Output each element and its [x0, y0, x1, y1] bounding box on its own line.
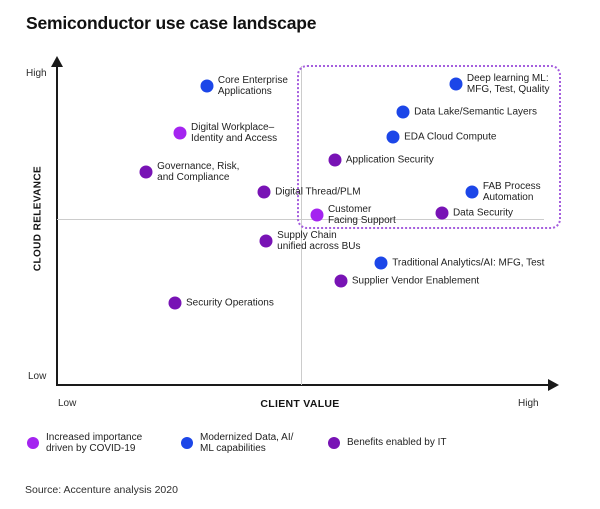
highlight-region-box: [297, 64, 561, 229]
data-point-label: EDA Cloud Compute: [404, 131, 497, 143]
data-point-dot: [435, 206, 449, 220]
x-axis-high-label: High: [518, 398, 539, 409]
legend-dot-icon: [27, 437, 39, 449]
legend-dot-icon: [181, 437, 193, 449]
data-point-dot: [449, 77, 463, 91]
data-point-dot: [374, 256, 388, 270]
data-point-dot: [328, 153, 342, 167]
x-axis-low-label: Low: [58, 398, 77, 409]
data-point-label: Supply Chain unified across BUs: [277, 229, 361, 252]
y-axis-arrow-icon: [51, 56, 63, 67]
data-point-dot: [465, 185, 479, 199]
data-point-label: Governance, Risk, and Compliance: [157, 161, 240, 184]
y-axis-low-label: Low: [28, 371, 47, 382]
y-axis-high-label: High: [26, 68, 47, 79]
legend-label: Increased importance driven by COVID-19: [46, 431, 143, 455]
legend-label: Benefits enabled by IT: [347, 437, 447, 449]
data-point-label: Data Security: [452, 207, 513, 219]
data-point-label: Data Lake/Semantic Layers: [414, 106, 537, 118]
data-point-label: Digital Thread/PLM: [275, 186, 361, 198]
data-point-label: Customer Facing Support: [327, 204, 396, 227]
legend-item-modernized: Modernized Data, AI/ ML capabilities: [181, 431, 293, 455]
legend-label: Modernized Data, AI/ ML capabilities: [200, 431, 294, 455]
data-point-label: Security Operations: [186, 297, 274, 309]
data-point-label: Traditional Analytics/AI: MFG, Test: [392, 257, 545, 269]
legend-item-it: Benefits enabled by IT: [328, 431, 447, 455]
data-point-dot: [396, 105, 410, 119]
data-point-label: FAB Process Automation: [482, 180, 541, 203]
data-point-dot: [200, 79, 214, 93]
data-point-label: Deep learning ML: MFG, Test, Quality: [466, 72, 550, 95]
y-axis-title: CLOUD RELEVANCE: [32, 165, 44, 272]
data-point-dot: [259, 234, 273, 248]
x-axis-line: [56, 384, 550, 386]
data-point-dot: [139, 165, 153, 179]
legend-item-covid: Increased importance driven by COVID-19: [27, 431, 142, 455]
data-point-label: Application Security: [345, 154, 434, 166]
data-point-dot: [386, 130, 400, 144]
data-point-dot: [173, 126, 187, 140]
x-axis-arrow-icon: [548, 379, 559, 391]
data-point-label: Digital Workplace– Identity and Access: [191, 122, 278, 145]
source-note: Source: Accenture analysis 2020: [25, 484, 178, 496]
x-axis-title: CLIENT VALUE: [260, 398, 340, 410]
chart-title: Semiconductor use case landscape: [26, 13, 317, 33]
data-point-label: Core Enterprise Applications: [217, 74, 288, 97]
legend-dot-icon: [328, 437, 340, 449]
data-point-dot: [257, 185, 271, 199]
data-point-label: Supplier Vendor Enablement: [351, 275, 480, 287]
y-axis-line: [56, 62, 58, 386]
data-point-dot: [310, 208, 324, 222]
data-point-dot: [168, 296, 182, 310]
data-point-dot: [334, 274, 348, 288]
